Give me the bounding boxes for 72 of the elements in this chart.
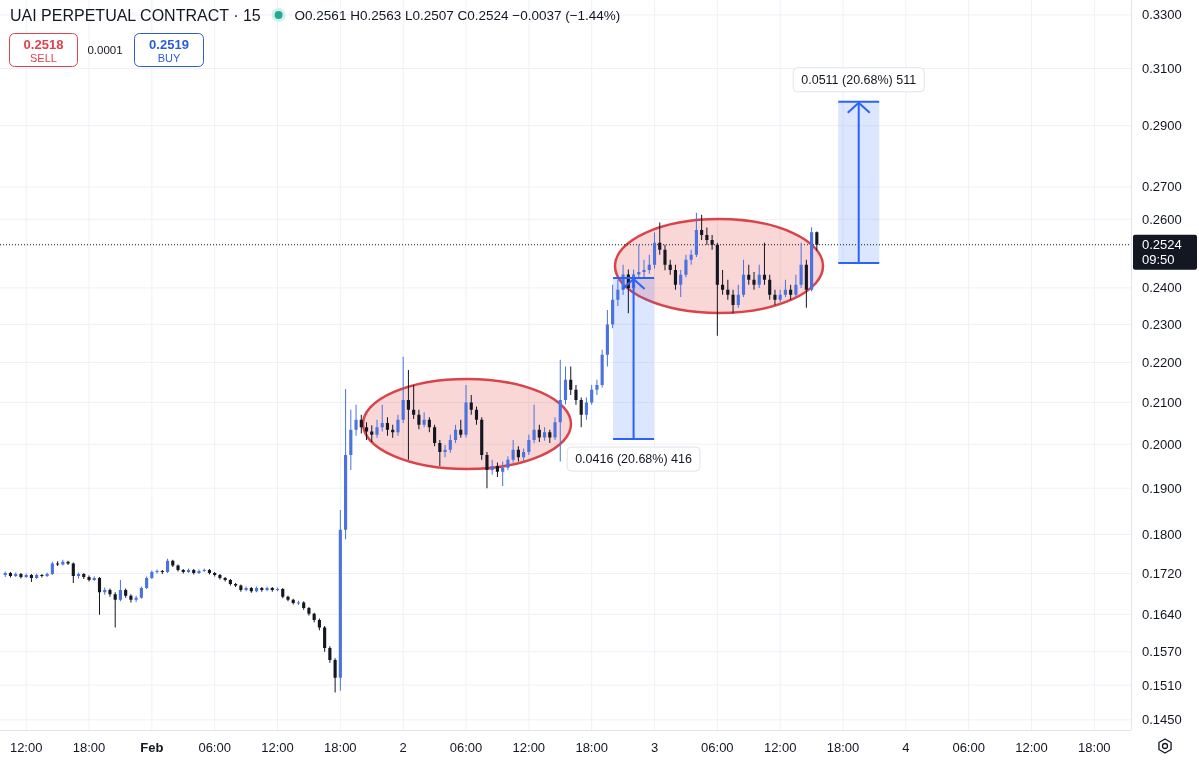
y-tick-label: 0.1800 (1142, 527, 1182, 543)
y-tick-label: 0.1720 (1142, 566, 1182, 582)
y-tick-label: 0.1570 (1142, 644, 1182, 660)
candlestick (307, 607, 311, 616)
y-tick-label: 0.2000 (1142, 436, 1182, 452)
annotation: 0.2519 (149, 36, 189, 52)
candlestick (464, 385, 468, 438)
annotation: 0.0001 (87, 44, 123, 56)
candlestick (197, 569, 201, 575)
x-tick-label: 18:00 (575, 739, 608, 755)
y-tick-label: 0.3300 (1142, 7, 1182, 23)
annotation: O0.2561 H0.2563 L0.2507 C0.2524 −0.0037 (−1.44%) (294, 7, 621, 23)
candlestick (412, 385, 416, 419)
x-tick-label: 12:00 (763, 739, 797, 755)
candlestick (66, 560, 70, 566)
candlestick (406, 369, 410, 460)
candlestick (684, 254, 688, 278)
x-tick-label: 12:00 (512, 739, 546, 755)
candlestick (773, 289, 777, 305)
y-tick-label: 0.1900 (1142, 480, 1182, 496)
candlestick (642, 259, 646, 278)
candlestick (19, 573, 23, 579)
y-tick-label: 0.2900 (1142, 118, 1182, 134)
candlestick (396, 414, 400, 436)
annotation: 0.2518 (23, 36, 64, 52)
x-tick-label: Feb (140, 739, 164, 755)
x-tick-label: 06:00 (701, 739, 734, 755)
y-tick-label: 0.2200 (1142, 355, 1182, 371)
y-tick-label: 0.1450 (1142, 712, 1182, 728)
annotation: SELL (30, 52, 57, 64)
x-tick-label: 3 (650, 739, 659, 755)
x-tick-label: 4 (902, 739, 910, 755)
candlestick (574, 385, 578, 405)
candlestick (108, 588, 112, 597)
x-tick-label: 12:00 (9, 739, 43, 755)
candlestick (752, 272, 756, 290)
annotation: BUY (157, 52, 181, 64)
x-tick-label: 2 (399, 739, 407, 755)
x-tick-label: 18:00 (1078, 739, 1111, 755)
y-tick-label: 0.2400 (1142, 280, 1182, 296)
candlestick (553, 417, 557, 440)
candlestick (375, 419, 379, 438)
x-tick-label: 06:00 (449, 739, 483, 755)
y-tick-label: 0.2600 (1142, 211, 1182, 227)
candlestick (731, 289, 735, 314)
x-tick-label: 18:00 (324, 739, 357, 755)
x-tick-label: 18:00 (72, 739, 106, 755)
y-tick-label: 0.2300 (1142, 316, 1182, 332)
y-tick-label: 0.1640 (1142, 606, 1182, 622)
chart-title: UAI PERPETUAL CONTRACT · 15 (10, 6, 261, 24)
candlestick (265, 586, 269, 592)
data-label: 0.0511 (20.68%) 511 (801, 72, 917, 87)
candlestick (286, 595, 290, 602)
candlestick (176, 564, 180, 572)
candlestick (113, 592, 117, 628)
y-tick-label: 0.3100 (1142, 61, 1182, 77)
x-tick-label: 12:00 (1015, 739, 1048, 755)
candlestick (485, 451, 489, 489)
data-label: 0.0416 (20.68%) 416 (575, 452, 692, 467)
candlestick (87, 575, 91, 582)
ref-line-label: 0.2524 (1142, 237, 1182, 253)
candlestick (663, 244, 667, 271)
y-tick-label: 0.2700 (1142, 179, 1182, 195)
x-tick-label: 18:00 (826, 739, 860, 755)
candlestick (354, 404, 358, 436)
x-tick-label: 12:00 (261, 739, 294, 755)
y-tick-label: 0.2100 (1142, 394, 1182, 410)
y-tick-label: 0.1510 (1142, 677, 1182, 693)
x-tick-label: 06:00 (198, 739, 231, 755)
text: 09:50 (1142, 252, 1175, 268)
candlestick (443, 445, 447, 458)
x-tick-label: 06:00 (952, 739, 985, 755)
